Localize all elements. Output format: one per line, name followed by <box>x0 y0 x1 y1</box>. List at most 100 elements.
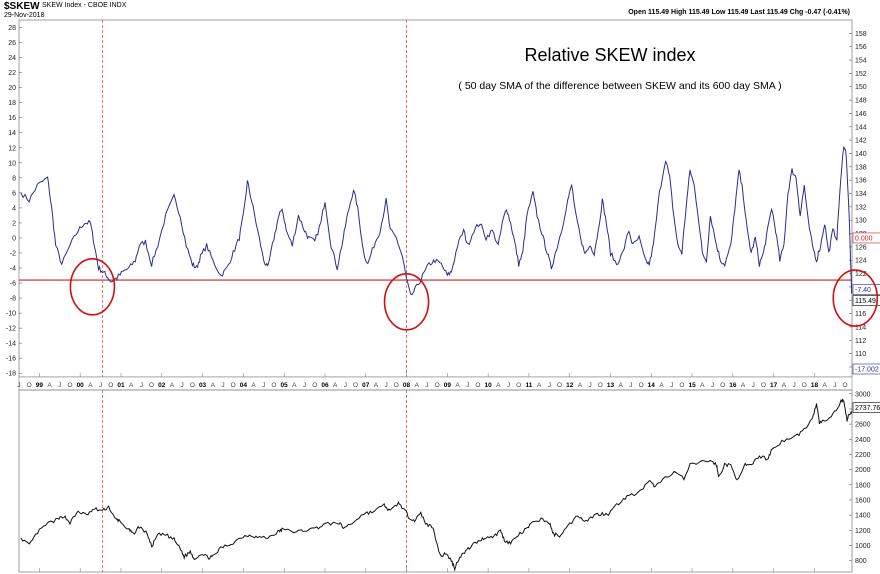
relative-skew-panel: -18-16-14-12-10-8-6-4-202468101214161820… <box>6 19 880 572</box>
left-tick-label: -2 <box>10 250 16 257</box>
last-skew-label-text: 115.49 <box>855 298 876 305</box>
month-tick-label: A <box>822 382 827 389</box>
month-tick-label: A <box>537 382 542 389</box>
zero-value-label-text: 0.000 <box>855 235 873 242</box>
right-tick-label: 150 <box>855 84 867 91</box>
month-tick-label: A <box>741 382 746 389</box>
highlight-circle <box>383 273 430 331</box>
right-tick-label: 114 <box>855 324 866 331</box>
right-tick-label: 154 <box>855 58 867 65</box>
bottom-value-label-text: -17.002 <box>855 367 879 374</box>
month-tick-label: A <box>659 382 664 389</box>
month-tick-label: O <box>720 382 725 389</box>
right-tick-label: 140 <box>855 151 867 158</box>
month-tick-label: J <box>221 382 224 389</box>
right-tick-label: 110 <box>855 351 866 358</box>
month-tick-label: J <box>385 382 388 389</box>
right-tick-label: 146 <box>855 111 867 118</box>
right-tick-label: 152 <box>855 71 867 78</box>
right-tick-label: 158 <box>855 31 867 38</box>
month-tick-label: J <box>466 382 469 389</box>
month-tick-label: O <box>312 382 317 389</box>
index-name-label: SKEW Index - CBOE INDX <box>42 2 127 9</box>
month-tick-label: A <box>292 382 297 389</box>
year-tick-label: 01 <box>117 382 125 389</box>
left-tick-label: 16 <box>8 115 16 122</box>
chart-subtitle: ( 50 day SMA of the difference between S… <box>458 80 781 92</box>
month-tick-label: A <box>88 382 93 389</box>
quote-line: Open 115.49 High 115.49 Low 115.49 Last … <box>628 9 850 16</box>
month-tick-label: A <box>211 382 216 389</box>
right-tick-label: 142 <box>855 138 867 145</box>
highlight-circle <box>69 258 116 316</box>
month-tick-label: J <box>344 382 347 389</box>
left-tick-label: 28 <box>8 25 16 32</box>
lower-right-tick-label: 3000 <box>855 391 871 398</box>
left-tick-label: -4 <box>10 266 16 273</box>
lower-right-tick-label: 1800 <box>855 482 871 489</box>
last-sp500-label-text: 2737.76 <box>855 405 880 412</box>
month-tick-label: O <box>557 382 562 389</box>
month-tick-label: J <box>670 382 673 389</box>
left-tick-label: 12 <box>8 145 16 152</box>
left-tick-label: 10 <box>8 160 16 167</box>
right-tick-label: 156 <box>855 44 867 51</box>
month-tick-label: J <box>588 382 591 389</box>
year-tick-label: 04 <box>240 382 248 389</box>
year-tick-label: 00 <box>77 382 85 389</box>
left-tick-label: 18 <box>8 100 16 107</box>
month-tick-label: J <box>792 382 795 389</box>
month-tick-label: J <box>140 382 143 389</box>
month-tick-label: O <box>435 382 440 389</box>
year-tick-label: 09 <box>444 382 452 389</box>
relative-skew-line <box>20 146 853 296</box>
month-tick-label: O <box>639 382 644 389</box>
lower-right-tick-label: 800 <box>855 558 867 565</box>
lower-panel-frame <box>18 389 853 573</box>
month-tick-label: O <box>271 382 276 389</box>
right-tick-label: 116 <box>855 311 866 318</box>
last-relative-label: -7.40 <box>852 284 880 295</box>
sp500-line <box>20 398 853 572</box>
month-tick-label: O <box>802 382 807 389</box>
lower-right-tick-label: 1400 <box>855 513 871 520</box>
month-tick-label: O <box>679 382 684 389</box>
left-tick-label: 6 <box>12 190 16 197</box>
month-tick-label: J <box>17 382 20 389</box>
zero-value-label-box <box>852 232 880 244</box>
month-tick-label: J <box>833 382 836 389</box>
month-tick-label: J <box>752 382 755 389</box>
year-tick-label: 99 <box>36 382 44 389</box>
month-tick-label: J <box>303 382 306 389</box>
left-tick-label: -18 <box>6 371 16 378</box>
month-tick-label: J <box>711 382 714 389</box>
year-tick-label: 16 <box>729 382 737 389</box>
right-tick-label: 144 <box>855 124 867 131</box>
lower-right-tick-label: 2200 <box>855 452 871 459</box>
right-tick-label: 134 <box>855 191 867 198</box>
month-tick-label: O <box>516 382 521 389</box>
lower-right-tick-label: 2000 <box>855 467 871 474</box>
year-tick-label: 11 <box>525 382 532 389</box>
left-tick-label: 24 <box>8 55 16 62</box>
month-tick-label: O <box>353 382 358 389</box>
year-tick-label: 08 <box>403 382 411 389</box>
right-tick-label: 122 <box>855 271 867 278</box>
left-tick-label: -8 <box>10 296 16 303</box>
year-tick-label: 13 <box>607 382 615 389</box>
month-tick-label: A <box>578 382 583 389</box>
right-tick-label: 126 <box>855 244 867 251</box>
last-sp500-label-box <box>852 402 880 413</box>
month-tick-label: A <box>782 382 787 389</box>
sp500-panel: 800 1000 1200 1400 1600 1800 2000 2200 2400 2600 2… <box>18 389 880 573</box>
lower-right-tick-label: 1000 <box>855 543 871 550</box>
year-tick-label: 02 <box>158 382 166 389</box>
year-tick-label: 10 <box>485 382 493 389</box>
month-tick-label: O <box>108 382 113 389</box>
left-tick-label: 8 <box>12 175 16 182</box>
month-tick-label: J <box>181 382 184 389</box>
left-tick-label: 26 <box>8 40 16 47</box>
date-label: 29-Nov-2018 <box>4 12 45 19</box>
